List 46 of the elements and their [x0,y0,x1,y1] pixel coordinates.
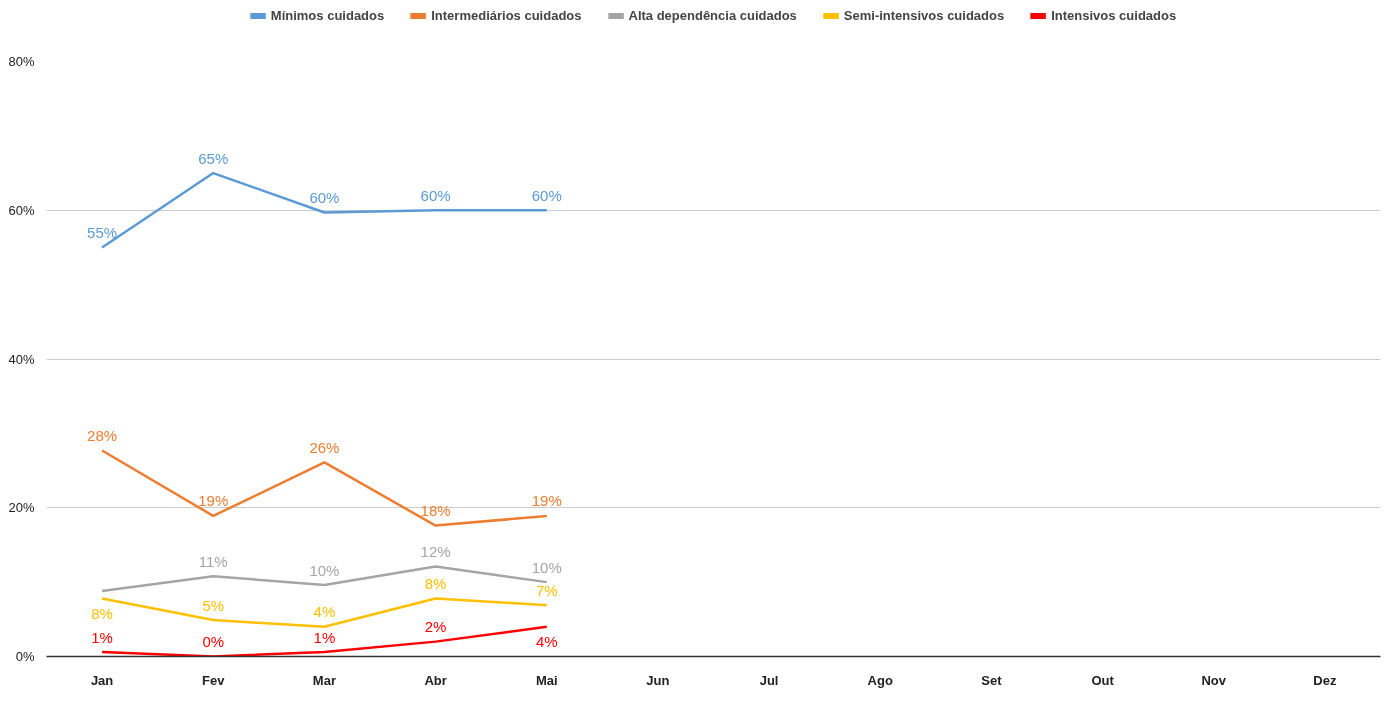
data-label: 4% [535,633,558,651]
y-tick-label: 80% [8,54,35,69]
x-tick-label: Mai [535,672,558,688]
x-tick-label: Nov [1201,672,1227,688]
data-label: 8% [424,574,447,592]
data-label: 60% [420,186,451,204]
data-label: 18% [420,502,451,520]
data-label: 1% [91,628,113,646]
x-tick-label: Mar [312,672,336,688]
data-label: 28% [87,426,118,444]
data-label: 26% [309,438,340,456]
data-label: 60% [309,188,340,206]
x-tick-label: Jul [759,672,779,688]
data-label: 5% [202,596,225,614]
data-label: 55% [87,223,118,241]
y-tick-label: 40% [8,351,35,367]
legend-label: Intensivos cuidados [1051,7,1177,23]
data-label: 4% [313,603,336,621]
y-tick-label: 20% [8,500,35,516]
data-label: 19% [531,492,562,510]
legend-label: Semi-intensivos cuidados [843,7,1005,23]
data-label: 10% [531,558,562,576]
data-label: 12% [420,543,451,561]
x-tick-label: Jun [646,672,670,688]
y-tick-label: 0% [15,649,35,664]
legend-label: Alta dependência cuidados [628,7,797,23]
data-label: 60% [531,186,562,204]
data-label: 8% [91,604,113,622]
legend-label: Mínimos cuidados [270,7,385,23]
x-tick-label: Fev [202,672,226,688]
data-label: 11% [198,552,228,570]
data-label: 7% [535,581,558,599]
data-label: 10% [309,561,340,579]
x-tick-label: Dez [1313,672,1337,688]
data-label: 2% [424,618,447,636]
x-tick-label: Abr [424,672,447,688]
x-tick-label: Out [1091,672,1115,688]
data-label: 1% [313,628,336,646]
data-label: 65% [198,149,229,167]
y-tick-label: 60% [8,202,35,218]
legend-label: Intermediários cuidados [431,7,582,23]
data-label: 19% [198,492,229,510]
data-label: 0% [202,633,225,650]
x-tick-label: Set [981,672,1003,688]
x-tick-label: Ago [867,672,893,688]
x-tick-label: Jan [90,672,114,688]
